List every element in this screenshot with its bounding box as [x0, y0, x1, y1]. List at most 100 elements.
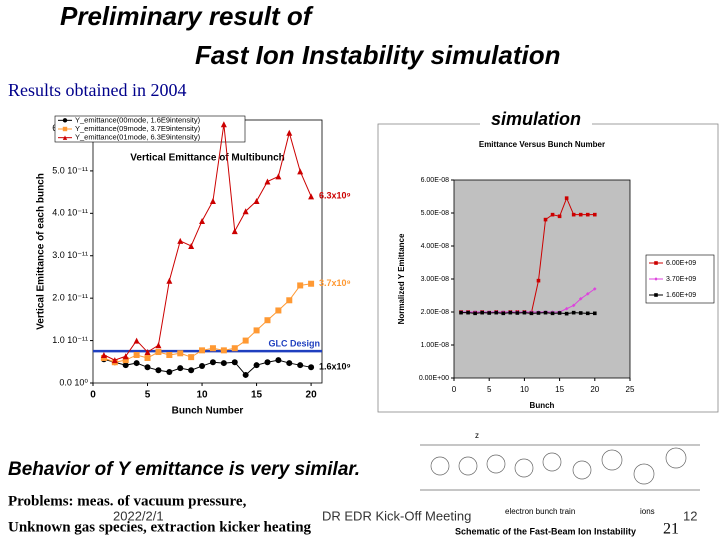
point [508, 310, 513, 315]
y-tick-label: 0.00E+00 [419, 375, 449, 382]
point [144, 349, 151, 356]
point [550, 212, 555, 217]
point [253, 327, 260, 334]
y-tick-label: 2.0 10⁻¹¹ [52, 293, 88, 303]
series-end-label: 6.3x10⁹ [319, 191, 351, 201]
point [220, 360, 227, 367]
point [571, 310, 576, 315]
legend-marker [654, 293, 658, 297]
point [536, 311, 541, 315]
point [188, 354, 195, 361]
legend-box [54, 115, 246, 143]
schematic-caption: Schematic of the Fast-Beam Ion Instabili… [455, 526, 636, 536]
point [522, 310, 527, 315]
point [209, 359, 216, 366]
point [242, 337, 249, 344]
point [264, 317, 271, 324]
problems-text: Unknown gas species, extraction kicker h… [8, 519, 312, 535]
point [144, 364, 151, 371]
point [188, 242, 195, 249]
point [529, 311, 534, 316]
point [264, 178, 271, 185]
legend-marker [654, 261, 658, 265]
point [585, 212, 590, 217]
point [571, 212, 576, 217]
point [177, 350, 184, 357]
point [571, 303, 576, 308]
point [144, 354, 151, 361]
point [220, 347, 227, 354]
point [253, 362, 260, 369]
point [578, 311, 583, 315]
legend-label: Y_emittance(01mode, 6.3E9intensity) [75, 133, 201, 142]
point [188, 367, 195, 374]
x-tick-label: 15 [251, 390, 263, 401]
point [242, 371, 249, 378]
x-tick-label: 20 [590, 385, 599, 394]
footer-date: 2022/2/1 [113, 508, 164, 523]
point [166, 277, 173, 284]
y-tick-label: 6.00E-08 [421, 177, 450, 184]
point [122, 357, 129, 364]
label-backdrop [480, 110, 592, 132]
point [231, 345, 238, 352]
point [564, 311, 569, 316]
x-tick-label: 5 [145, 390, 151, 401]
schematic-label: ions [640, 507, 655, 516]
point [487, 311, 491, 315]
problems-text: Problems: meas. of vacuum pressure, [8, 493, 247, 509]
point [585, 292, 590, 296]
chart-title: Vertical Emittance of Multibunch [130, 153, 284, 164]
point [297, 168, 304, 175]
point [199, 363, 206, 370]
point [133, 360, 140, 367]
plot-area [92, 119, 323, 384]
point [585, 311, 590, 316]
point [199, 217, 206, 224]
legend-marker [62, 135, 68, 140]
series-end-label: 1.6x10⁹ [319, 362, 351, 372]
point [122, 362, 129, 369]
legend-label: 1.60E+09 [666, 292, 696, 299]
point [473, 311, 477, 316]
y-tick-label: 5.00E-08 [421, 210, 450, 217]
y-tick-label: 0.0 10⁰ [59, 377, 88, 387]
x-tick-label: 5 [487, 385, 492, 394]
y-tick-label: 3.0 10⁻¹¹ [52, 250, 88, 260]
point [100, 352, 107, 359]
point [308, 193, 315, 200]
legend-marker [62, 118, 68, 123]
bunch [633, 463, 655, 485]
series [459, 310, 597, 316]
y-tick-label: 4.00E-08 [421, 243, 450, 250]
x-tick-label: 10 [520, 385, 529, 394]
point [459, 310, 463, 315]
plot-area [453, 179, 631, 379]
point [133, 337, 140, 344]
point [177, 237, 184, 244]
x-tick-label: 25 [626, 385, 635, 394]
point [550, 311, 555, 316]
bunch [665, 447, 687, 469]
point [275, 357, 282, 364]
point [308, 364, 315, 371]
point [275, 307, 282, 314]
y-tick-label: 4.0 10⁻¹¹ [52, 208, 88, 218]
point [275, 173, 282, 180]
x-axis-label: Bunch Number [172, 406, 244, 417]
legend-label: Y_emittance(00mode, 1.6E9intensity) [75, 115, 201, 124]
point [253, 198, 260, 205]
point [122, 353, 129, 360]
y-tick-label: 1.0 10⁻¹¹ [52, 335, 88, 345]
schematic-label: z [475, 431, 479, 440]
point [480, 310, 484, 315]
title: Fast Ion Instability simulation [195, 40, 561, 70]
point [557, 214, 562, 219]
footer-event: DR EDR Kick-Off Meeting [322, 508, 471, 523]
point [209, 345, 216, 352]
schematic [420, 444, 700, 491]
point [177, 365, 184, 372]
y-axis-label: Normalized Y Emittance [397, 233, 406, 324]
point [501, 311, 506, 316]
point [155, 367, 162, 374]
